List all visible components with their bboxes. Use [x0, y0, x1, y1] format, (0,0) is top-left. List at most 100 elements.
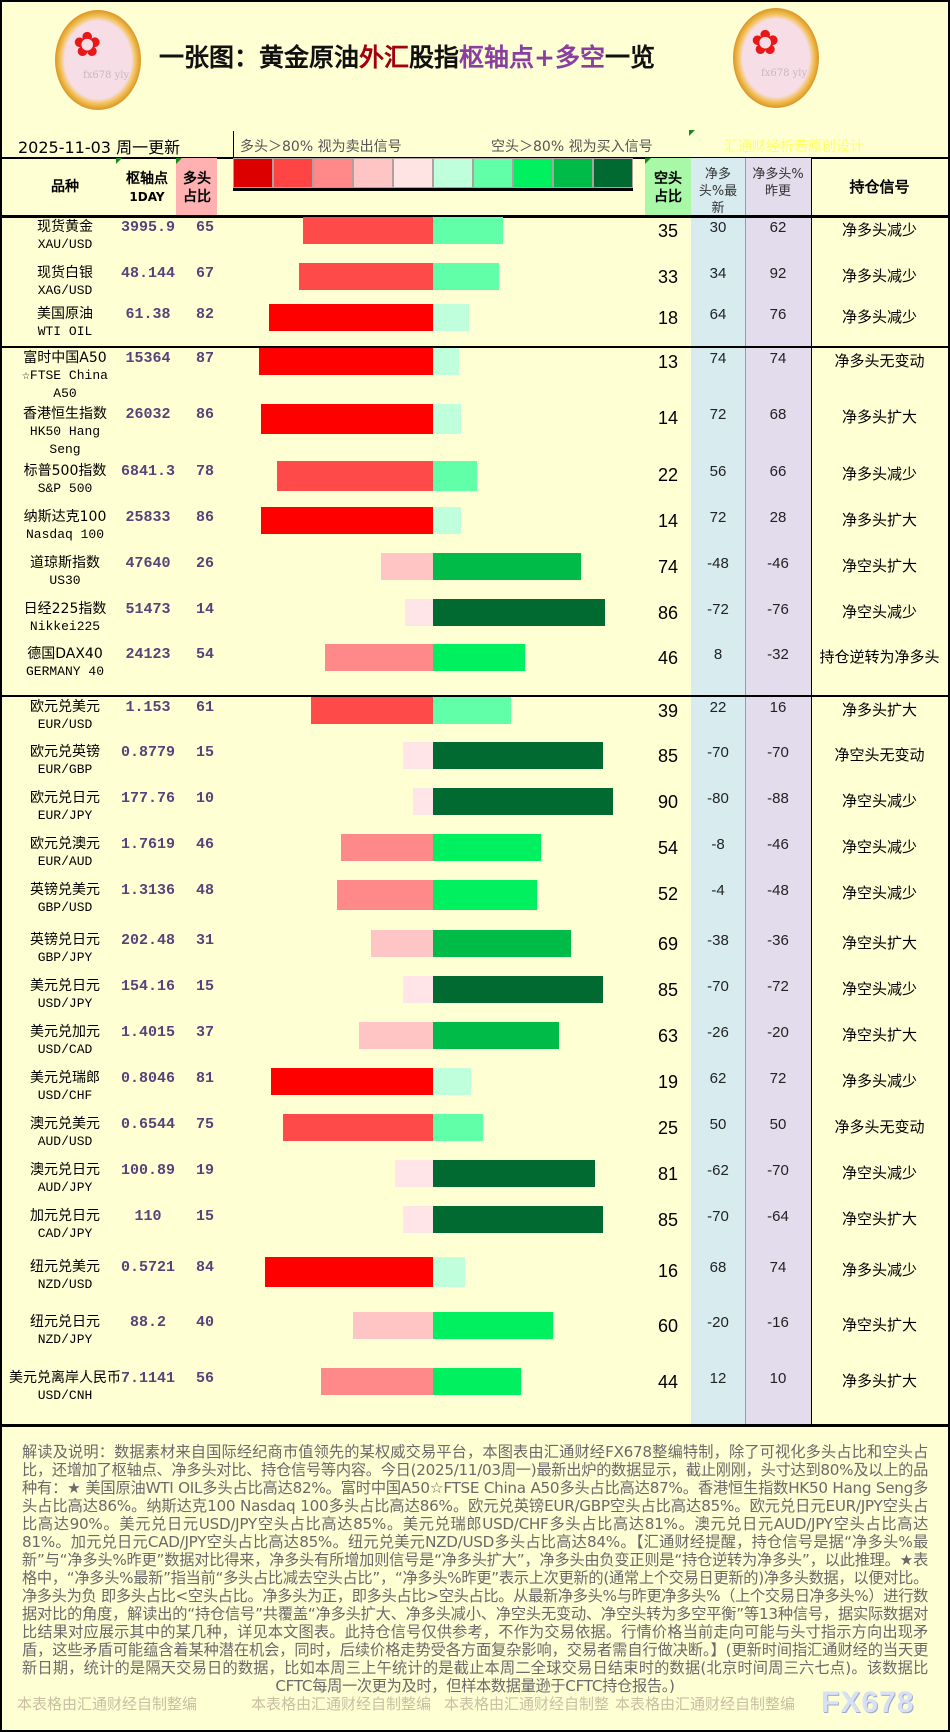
pivot-value: 7.1141	[120, 1370, 175, 1387]
net-long-prev: -32	[767, 646, 789, 663]
column-header-pivot: 枢轴点 1DAY	[118, 170, 176, 206]
long-bar	[311, 697, 433, 724]
pivot-value: 177.76	[120, 790, 175, 807]
position-signal: 净空头减少	[841, 1164, 917, 1182]
plum-blossom-logo-left: ✿ fx678 yly	[55, 10, 141, 110]
group-separator	[0, 695, 950, 697]
pivot-value: 1.3136	[120, 882, 175, 899]
symbol-code: WTI OIL	[37, 324, 93, 339]
net-prev-column-bg	[745, 158, 811, 1425]
symbol-name: 标普500指数	[23, 463, 107, 479]
symbol-code: US30	[49, 573, 81, 588]
long-pct-value: 67	[195, 265, 214, 282]
title-part: 一览	[605, 43, 656, 72]
legend-short-label: 空头＞80% 视为买入信号	[491, 139, 653, 155]
long-pct-value: 14	[195, 601, 214, 618]
long-bar	[265, 1257, 433, 1287]
net-long-latest: 30	[709, 219, 727, 236]
symbol-cell: 富时中国A50 ☆FTSE China A50	[4, 349, 126, 403]
symbol-cell: 欧元兑美元 EUR/USD	[4, 698, 126, 734]
position-signal: 净多头减少	[841, 308, 917, 326]
net-long-prev: 16	[769, 699, 787, 716]
long-bar	[403, 976, 433, 1003]
short-pct-value: 54	[657, 838, 679, 858]
long-pct-value: 46	[195, 836, 214, 853]
group-separator	[0, 346, 950, 348]
long-pct-value: 86	[195, 406, 214, 423]
long-bar	[269, 304, 433, 331]
short-bar	[433, 1206, 603, 1233]
position-signal: 净空头减少	[841, 980, 917, 998]
short-bar	[433, 880, 537, 910]
long-pct-value: 86	[195, 509, 214, 526]
symbol-name: 澳元兑美元	[30, 1116, 100, 1132]
symbol-cell: 澳元兑日元 AUD/JPY	[4, 1161, 126, 1197]
long-bar	[371, 930, 433, 957]
symbol-cell: 纽元兑美元 NZD/USD	[4, 1258, 126, 1294]
logo-watermark: fx678 yly	[83, 70, 130, 81]
position-signal: 净多头扩大	[841, 511, 917, 529]
pivot-value: 26032	[125, 406, 171, 423]
watermark: 本表格由汇通财经自制整编	[615, 1695, 796, 1713]
pivot-value: 202.48	[120, 932, 175, 949]
long-bar	[359, 1022, 433, 1049]
symbol-name: 美元兑加元	[30, 1024, 100, 1040]
position-signal: 净多头减少	[841, 465, 917, 483]
symbol-name: 欧元兑日元	[30, 790, 100, 806]
net-long-prev: 10	[769, 1370, 787, 1387]
column-header-net-latest: 净多头%最新	[698, 167, 738, 216]
position-signal: 净多头扩大	[841, 1372, 917, 1390]
pivot-value: 15364	[125, 350, 171, 367]
long-bar	[277, 461, 433, 491]
pivot-value: 61.38	[125, 306, 171, 323]
symbol-code: USD/CNH	[37, 1388, 93, 1403]
long-pct-value: 65	[195, 219, 214, 236]
symbol-code: GBP/JPY	[37, 950, 93, 965]
net-long-prev: 74	[769, 350, 787, 367]
symbol-cell: 英镑兑美元 GBP/USD	[4, 881, 126, 917]
cell-marker	[689, 130, 695, 136]
pivot-value: 154.16	[120, 978, 175, 995]
short-pct-value: 33	[657, 267, 679, 287]
pivot-header-sub: 1DAY	[129, 190, 165, 204]
position-signal: 净空头减少	[841, 884, 917, 902]
net-long-latest: -20	[707, 1314, 729, 1331]
legend-swatch	[593, 158, 633, 188]
pivot-value: 88.2	[129, 1314, 166, 1331]
pivot-value: 110	[134, 1208, 162, 1225]
position-signal: 净多头无变动	[834, 352, 925, 370]
watermark: 本表格由汇通财经自制整编	[251, 1695, 432, 1713]
symbol-cell: 现货黄金 XAU/USD	[4, 218, 126, 254]
position-signal: 净多头扩大	[841, 701, 917, 719]
symbol-name: 美国原油	[37, 306, 93, 322]
pivot-header-label: 枢轴点	[126, 171, 168, 187]
cell-marker	[116, 158, 122, 164]
symbol-name: 纽元兑美元	[30, 1259, 100, 1275]
legend-swatch	[393, 158, 433, 188]
legend-swatch	[233, 158, 273, 188]
long-pct-value: 84	[195, 1259, 214, 1276]
net-long-prev: -72	[767, 978, 789, 995]
short-pct-value: 13	[657, 352, 679, 372]
pivot-value: 0.6544	[120, 1116, 175, 1133]
symbol-cell: 欧元兑英镑 EUR/GBP	[4, 743, 126, 779]
short-bar	[433, 1312, 553, 1339]
legend-underline	[233, 188, 633, 191]
net-long-latest: 74	[709, 350, 727, 367]
short-bar	[433, 697, 511, 724]
long-bar	[261, 507, 433, 534]
net-long-latest: 56	[709, 463, 727, 480]
long-bar	[405, 599, 433, 626]
short-bar	[433, 217, 503, 244]
legend-swatch	[513, 158, 553, 188]
pivot-value: 51473	[125, 601, 171, 618]
flower-icon: ✿	[751, 23, 780, 63]
long-pct-value: 15	[195, 744, 214, 761]
long-bar	[341, 834, 433, 861]
legend-swatch	[273, 158, 313, 188]
net-long-latest: -48	[707, 555, 729, 572]
symbol-name: 美元兑日元	[30, 978, 100, 994]
symbol-cell: 纳斯达克100 Nasdaq 100	[4, 508, 126, 544]
short-pct-value: 60	[657, 1316, 679, 1336]
title-part: 股指	[409, 43, 460, 72]
